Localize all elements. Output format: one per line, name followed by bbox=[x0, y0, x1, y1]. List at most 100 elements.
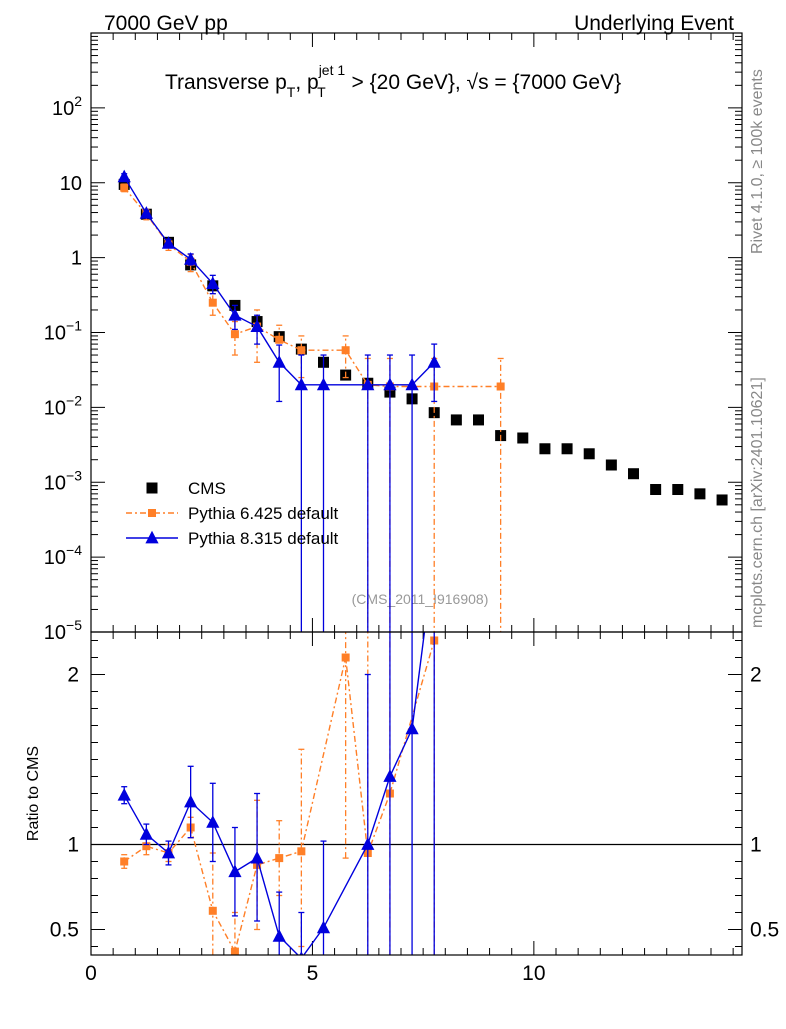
marker-triangle bbox=[161, 845, 176, 859]
marker-triangle bbox=[299, 951, 304, 955]
marker-triangle bbox=[427, 355, 441, 368]
marker-triangle bbox=[184, 794, 198, 808]
x-tick-label: 5 bbox=[307, 962, 319, 985]
y-tick-base: 10 bbox=[44, 472, 66, 494]
cms-point bbox=[450, 414, 462, 426]
marker-square bbox=[120, 183, 129, 192]
marker-triangle bbox=[117, 169, 131, 183]
cms-point bbox=[628, 468, 639, 480]
marker-triangle bbox=[250, 319, 264, 332]
y-tick-exp: −4 bbox=[66, 542, 82, 558]
ratio-y-tick-label-right: 2 bbox=[750, 664, 762, 687]
header-right: Underlying Event bbox=[574, 12, 734, 35]
title-sub-t: T bbox=[287, 84, 296, 100]
marker-triangle bbox=[228, 864, 242, 878]
legend-pythia6-marker bbox=[148, 509, 156, 517]
marker-square bbox=[297, 346, 306, 355]
cms-point bbox=[517, 432, 529, 444]
y-tick-exp: 2 bbox=[74, 93, 82, 109]
y-tick-base: 10 bbox=[52, 98, 74, 120]
marker-square bbox=[496, 382, 505, 391]
marker-triangle bbox=[228, 308, 242, 321]
marker-triangle bbox=[206, 276, 220, 289]
header-left: 7000 GeV pp bbox=[104, 12, 228, 35]
ratio-y-tick-label: 1 bbox=[67, 834, 79, 857]
y-tick-label: 10−1 bbox=[44, 318, 82, 345]
y-tick-base: 10 bbox=[44, 622, 66, 644]
marker-square bbox=[120, 857, 129, 866]
marker-square bbox=[297, 847, 306, 856]
marker-triangle bbox=[117, 788, 131, 801]
ratio-panel-data bbox=[91, 632, 742, 955]
legend-entry-label: Pythia 8.315 default bbox=[188, 529, 339, 548]
legend-entry-label: CMS bbox=[188, 479, 226, 498]
cms-point bbox=[539, 443, 551, 455]
main-panel-data bbox=[117, 169, 728, 632]
cms-point bbox=[716, 494, 728, 506]
marker-square bbox=[341, 346, 350, 355]
y-tick-label: 10−3 bbox=[44, 467, 82, 494]
marker-triangle bbox=[361, 837, 375, 850]
marker-triangle bbox=[361, 377, 375, 391]
marker-triangle bbox=[405, 721, 419, 735]
legend-cms-marker bbox=[146, 482, 158, 494]
marker-triangle bbox=[383, 377, 397, 391]
marker-triangle bbox=[139, 206, 153, 219]
marker-triangle bbox=[272, 929, 286, 942]
y-tick-exp: −5 bbox=[66, 617, 82, 633]
ratio-y-tick-label: 0.5 bbox=[50, 919, 79, 942]
legend-entry-label: Pythia 6.425 default bbox=[188, 504, 339, 523]
y-tick-exp: −2 bbox=[66, 392, 82, 408]
marker-square bbox=[275, 854, 284, 863]
series-line bbox=[123, 632, 426, 955]
ratio-y-tick-label: 2 bbox=[67, 664, 79, 687]
marker-triangle bbox=[161, 236, 176, 249]
x-tick-label: 10 bbox=[522, 962, 545, 985]
y-tick-base: 10 bbox=[44, 323, 66, 345]
ratio-y-tick-label-right: 1 bbox=[750, 834, 762, 857]
marker-square bbox=[230, 947, 239, 955]
cms-point bbox=[694, 488, 706, 500]
marker-square bbox=[341, 653, 350, 662]
marker-triangle bbox=[206, 815, 220, 828]
y-tick-label: 102 bbox=[52, 93, 82, 120]
analysis-id: (CMS_2011_I916908) bbox=[352, 591, 489, 607]
marker-triangle bbox=[316, 920, 331, 934]
x-tick-label: 0 bbox=[85, 962, 97, 985]
marker-triangle bbox=[250, 850, 264, 864]
ratio-y-label: Ratio to CMS bbox=[25, 746, 42, 841]
mcplots-label: mcplots.cern.ch [arXiv:2401.10621] bbox=[749, 377, 766, 628]
ratio-panel-frame bbox=[90, 631, 743, 956]
y-tick-label: 10−4 bbox=[44, 542, 82, 569]
marker-triangle bbox=[272, 355, 286, 368]
marker-triangle bbox=[139, 827, 153, 840]
cms-point bbox=[672, 484, 684, 496]
cms-point bbox=[561, 443, 573, 455]
ratio-y-tick-label-right: 0.5 bbox=[750, 919, 779, 942]
y-tick-base: 10 bbox=[44, 397, 66, 419]
y-tick-base: 10 bbox=[44, 547, 66, 569]
marker-triangle bbox=[383, 769, 397, 782]
marker-square bbox=[230, 330, 239, 339]
cms-point bbox=[583, 448, 595, 460]
y-tick-label: 10 bbox=[60, 173, 82, 195]
y-tick-label: 10−5 bbox=[44, 617, 82, 644]
legend-pythia8-marker bbox=[145, 530, 159, 544]
series-line bbox=[123, 187, 501, 388]
rivet-label: Rivet 4.1.0, ≥ 100k events bbox=[749, 69, 766, 254]
marker-triangle bbox=[405, 377, 419, 391]
title-sub-t2: T bbox=[317, 84, 326, 100]
marker-square bbox=[142, 842, 151, 851]
marker-square bbox=[208, 906, 217, 915]
title-sup-jet: jet 1 bbox=[318, 62, 346, 78]
cms-point bbox=[473, 414, 484, 426]
y-tick-exp: −3 bbox=[66, 467, 82, 483]
title-suffix: > {20 GeV}, √s = {7000 GeV} bbox=[346, 71, 621, 94]
y-tick-label: 1 bbox=[71, 248, 82, 270]
marker-triangle bbox=[294, 377, 308, 391]
marker-square bbox=[208, 298, 217, 307]
marker-triangle bbox=[316, 377, 331, 391]
y-tick-label: 10−2 bbox=[44, 392, 82, 419]
